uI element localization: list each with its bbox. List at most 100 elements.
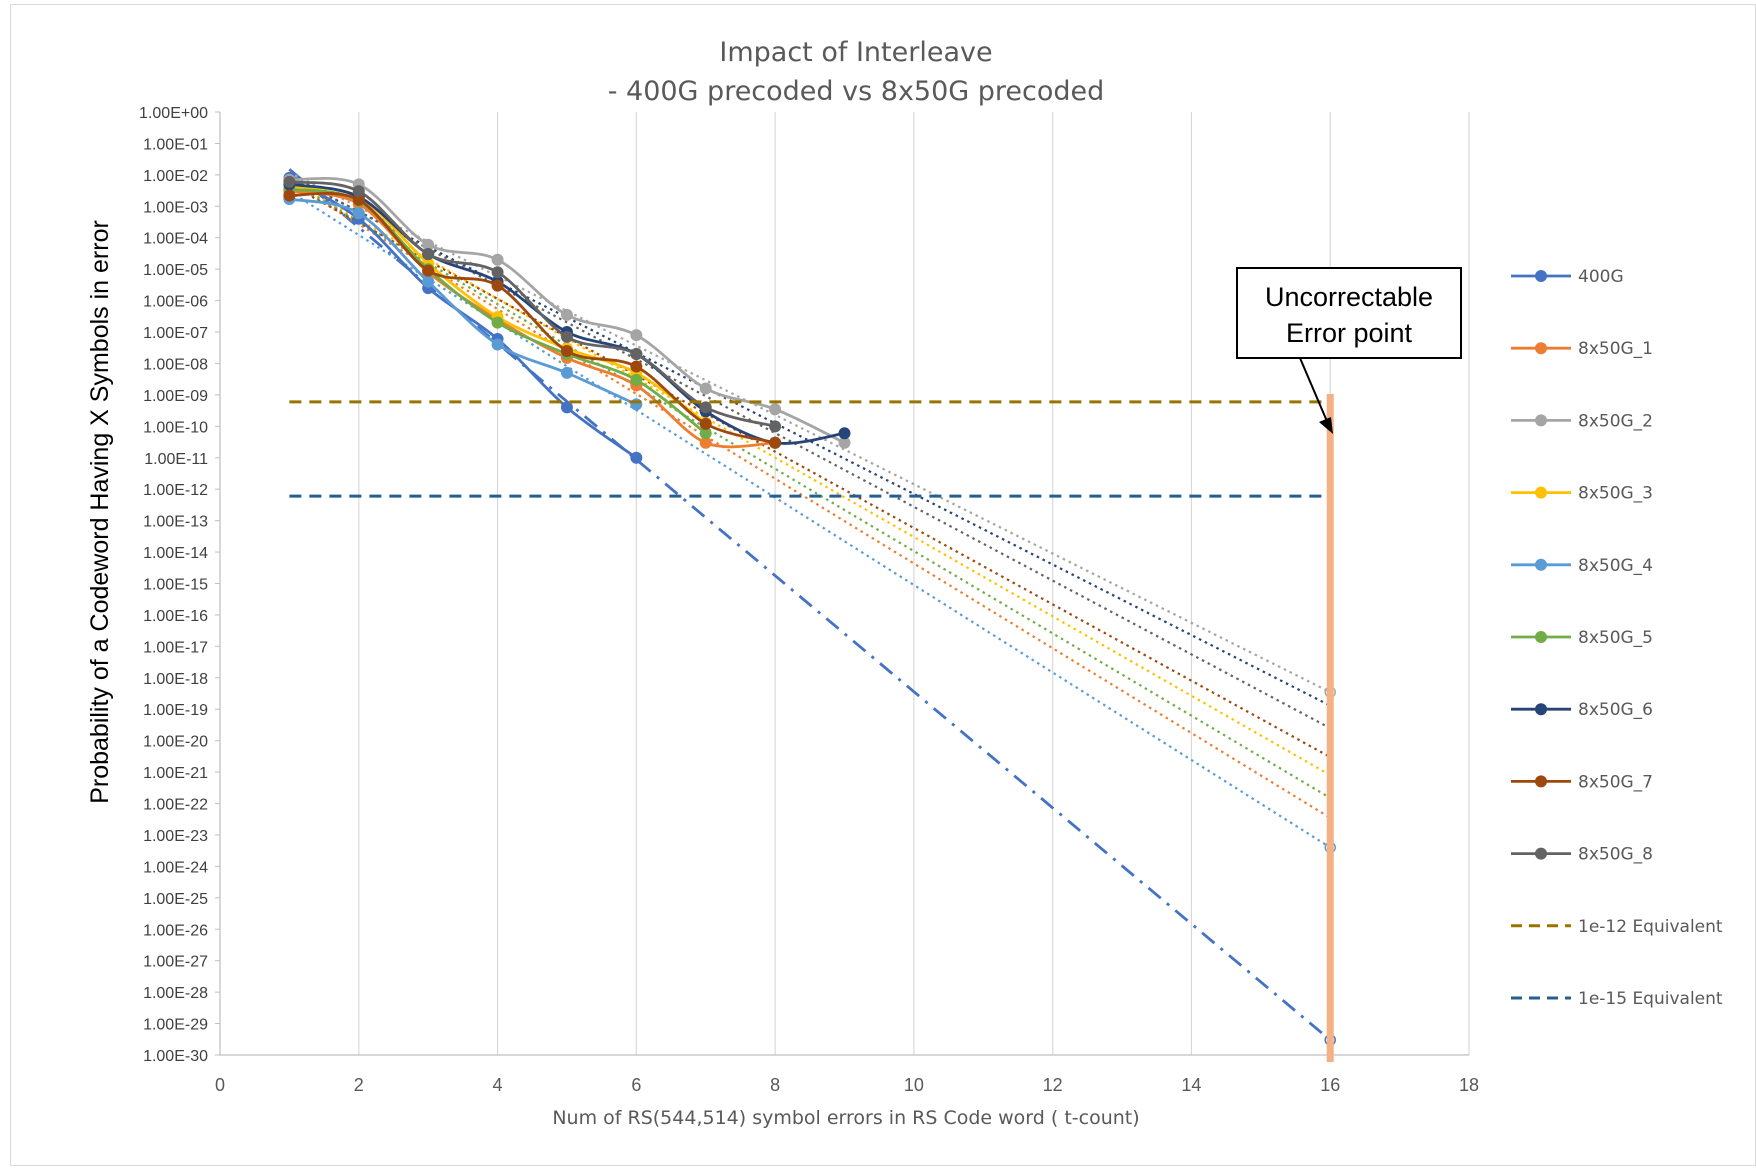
trend-8x50g-3	[288, 178, 1331, 777]
y-tick-label: 1.00E-17	[143, 639, 208, 656]
trend-8x50g-4	[288, 190, 1331, 849]
x-tick-label: 0	[215, 1075, 225, 1095]
series-8x50g-4-point	[422, 275, 435, 288]
x-tick-label: 16	[1320, 1075, 1340, 1095]
trend-8x50g-5	[288, 179, 1331, 799]
y-tick-label: 1.00E-26	[143, 922, 208, 939]
series-8x50g-2-point	[560, 308, 573, 321]
legend-label-400g: 400G	[1578, 267, 1624, 287]
legend-marker-400g	[1535, 270, 1547, 282]
series-8x50g-2-point	[769, 403, 782, 416]
y-tick-label: 1.00E-18	[143, 671, 208, 688]
y-tick-label: 1.00E-25	[143, 891, 208, 908]
series-8x50g-7-point	[491, 279, 504, 292]
y-tick-label: 1.00E-14	[143, 545, 208, 562]
series-8x50g-2-point	[491, 253, 504, 266]
series-8x50g-4-point	[630, 398, 643, 411]
trend-8x50g-1	[288, 180, 1331, 819]
callout-line-1: Uncorrectable	[1265, 282, 1433, 312]
series-8x50g-5-point	[491, 316, 504, 329]
x-tick-label: 12	[1043, 1075, 1063, 1095]
legend-label-8x50g-2: 8x50G_2	[1578, 411, 1653, 431]
legend-marker-8x50g-7	[1535, 775, 1547, 788]
series-8x50g-2-point	[422, 238, 435, 251]
series-8x50g-7-line	[289, 191, 776, 445]
legend-marker-8x50g-1	[1535, 342, 1547, 355]
trend-8x50g-8	[288, 173, 1331, 730]
series-8x50g-2-point	[699, 382, 712, 395]
y-tick-labels: 1.00E+00 1.00E-01 1.00E-02 1.00E-03 1.00E-04…	[139, 105, 208, 1065]
series-8x50g-2-point	[838, 436, 851, 449]
grid	[358, 112, 1470, 1055]
y-tick-label: 1.00E-11	[144, 451, 208, 468]
x-tick-label: 18	[1459, 1075, 1479, 1095]
series-8x50g-5-point	[699, 427, 712, 440]
series-400g-line	[288, 176, 638, 459]
series-8x50g-7-point	[283, 189, 296, 202]
legend-label-8x50g-7: 8x50G_7	[1578, 772, 1653, 792]
y-tick-label: 1.00E-20	[143, 734, 208, 751]
y-tick-label: 1.00E-04	[143, 231, 208, 248]
y-tick-label: 1.00E-01	[143, 136, 208, 153]
x-tick-label: 10	[904, 1075, 924, 1095]
uncorrectable-callout: Uncorrectable Error point	[1236, 267, 1462, 434]
legend-label-1e-15-equivalent: 1e-15 Equivalent	[1578, 989, 1723, 1009]
legend-label-8x50g-6: 8x50G_6	[1578, 700, 1653, 720]
series-8x50g-8-point	[630, 348, 643, 361]
y-axis-label: Probability of a Codeword Having X Symbo…	[86, 220, 114, 804]
trend-8x50g-2	[288, 171, 1331, 694]
series-8x50g-7-point	[352, 193, 365, 206]
legend-marker-8x50g-4	[1535, 558, 1547, 571]
chart-title-line-1: Impact of Interleave	[719, 37, 992, 68]
series-lines	[283, 171, 1336, 1046]
legend-label-8x50g-5: 8x50G_5	[1578, 628, 1653, 648]
series-8x50g-7-point	[630, 360, 643, 373]
series-8x50g-8-point	[769, 420, 782, 433]
y-tick-label: 1.00E+00	[139, 105, 208, 122]
y-tick-label: 1.00E-22	[143, 797, 208, 814]
legend-label-8x50g-3: 8x50G_3	[1578, 484, 1653, 504]
legend-marker-8x50g-3	[1535, 486, 1547, 499]
series-8x50g-5-point	[630, 373, 643, 386]
y-tick-label: 1.00E-29	[143, 1017, 208, 1034]
y-tick-label: 1.00E-23	[143, 828, 208, 845]
y-tick-label: 1.00E-19	[143, 702, 208, 719]
legend-label-8x50g-8: 8x50G_8	[1578, 845, 1653, 865]
y-tick-label: 1.00E-24	[143, 859, 208, 876]
series-8x50g-8-point	[422, 248, 435, 261]
series-8x50g-7-point	[699, 417, 712, 430]
series-8x50g-4-line	[289, 197, 637, 406]
callout-box	[1236, 267, 1462, 359]
callout-line-2: Error point	[1286, 318, 1413, 348]
chart-title-line-2: - 400G precoded vs 8x50G precoded	[608, 76, 1105, 107]
legend-marker-8x50g-6	[1535, 703, 1547, 716]
y-tick-label: 1.00E-03	[143, 199, 208, 216]
y-tick-label: 1.00E-07	[143, 325, 208, 342]
trend-400g	[288, 168, 1332, 1042]
series-8x50g-8-point	[283, 175, 296, 188]
series-8x50g-2-point	[630, 329, 643, 342]
callout-arrowhead	[1319, 417, 1333, 434]
y-tick-label: 1.00E-06	[143, 294, 208, 311]
y-tick-label: 1.00E-02	[143, 168, 208, 185]
y-tick-label: 1.00E-13	[143, 514, 208, 531]
series-8x50g-7-point	[769, 436, 782, 449]
series-8x50g-7-point	[560, 344, 573, 357]
series-8x50g-4-point	[491, 338, 504, 351]
series-8x50g-8-point	[560, 330, 573, 343]
series-400g-point	[630, 451, 643, 464]
x-tick-label: 6	[631, 1075, 641, 1095]
callout-arrow	[1299, 357, 1330, 427]
y-tick-label: 1.00E-15	[143, 577, 208, 594]
legend-label-8x50g-1: 8x50G_1	[1578, 339, 1653, 359]
series-8x50g-8-point	[491, 266, 504, 279]
x-tick-labels: 0 2 4 6 8 10 12 14 16 18	[215, 1075, 1479, 1095]
series-8x50g-7-point	[422, 264, 435, 277]
y-tick-label: 1.00E-28	[143, 985, 208, 1002]
series-8x50g-8-point	[699, 401, 712, 414]
y-tick-label: 1.00E-21	[143, 765, 208, 782]
series-8x50g-1-point	[699, 436, 712, 449]
y-tick-label: 1.00E-12	[143, 482, 208, 499]
legend-label-8x50g-4: 8x50G_4	[1578, 556, 1653, 576]
